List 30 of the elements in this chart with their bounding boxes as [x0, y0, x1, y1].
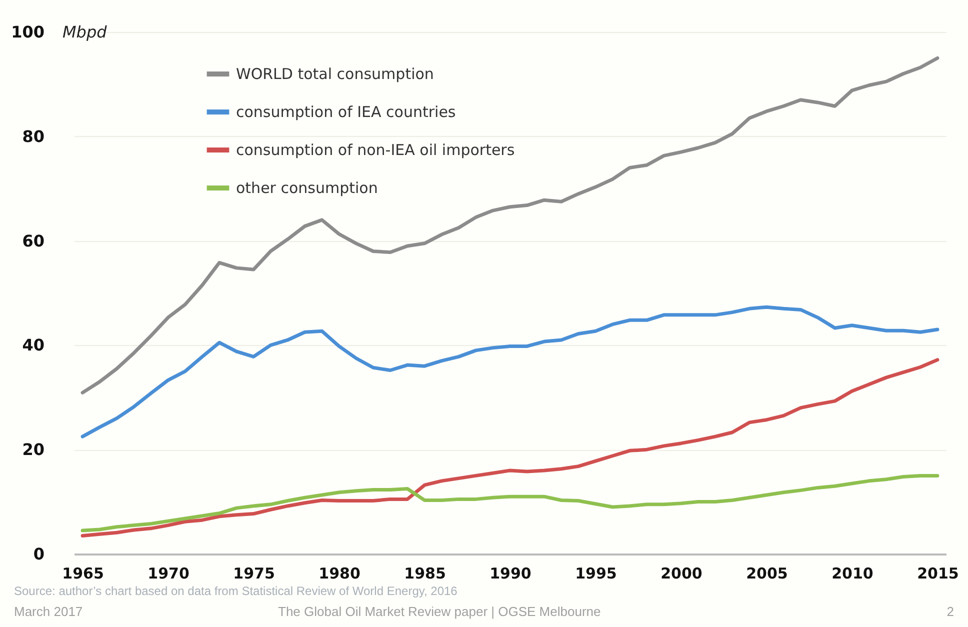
y-axis-title: Mbpd [62, 22, 108, 42]
text: March 2017 [14, 604, 83, 619]
text: The Global Oil Market Review paper | OGSE Melbourne [278, 604, 601, 619]
line-series [80, 56, 940, 394]
x-tick-label: 1995 [575, 564, 617, 582]
x-tick-label: 1990 [490, 564, 532, 582]
y-tick-label: 20 [22, 440, 44, 460]
x-tick-label: 2010 [832, 564, 874, 582]
x-tick-label: 2015 [917, 564, 959, 582]
legend-label: other consumption [236, 179, 378, 197]
y-tick-label: 80 [22, 126, 44, 146]
legend-label: consumption of IEA countries [236, 103, 456, 121]
line-series [80, 474, 940, 532]
x-tick-label: 1975 [233, 564, 275, 582]
x-tick-label: 2005 [746, 564, 788, 582]
x-tick-label: 1980 [318, 564, 360, 582]
y-tick-label: 60 [22, 231, 44, 250]
x-tick-label: 1970 [148, 564, 190, 582]
y-tick-label: 0 [33, 544, 44, 564]
line-series [80, 305, 940, 438]
x-tick-label: 1985 [404, 564, 446, 582]
source-note: Source: author’s chart based on data from Statistical Review of World Energy, 2016 [14, 584, 458, 598]
x-tick-label: 1965 [62, 564, 104, 582]
legend-label: consumption of non-IEA oil importers [236, 141, 515, 159]
y-tick-label: 100 [11, 22, 44, 42]
line-series [80, 358, 940, 538]
text: 2 [946, 604, 954, 619]
y-tick-label: 40 [22, 336, 44, 355]
x-tick-label: 2000 [660, 564, 702, 582]
legend-label: WORLD total consumption [236, 65, 434, 83]
